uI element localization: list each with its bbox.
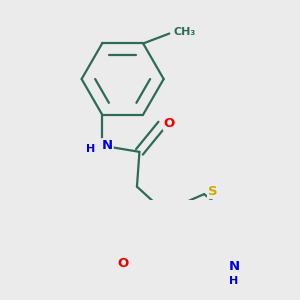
Text: O: O bbox=[164, 117, 175, 130]
Text: H: H bbox=[229, 276, 239, 286]
Text: H: H bbox=[86, 144, 96, 154]
Text: N: N bbox=[228, 260, 239, 273]
Text: S: S bbox=[208, 185, 218, 198]
Text: N: N bbox=[101, 139, 113, 152]
Text: CH₃: CH₃ bbox=[173, 27, 195, 37]
Text: O: O bbox=[118, 257, 129, 270]
